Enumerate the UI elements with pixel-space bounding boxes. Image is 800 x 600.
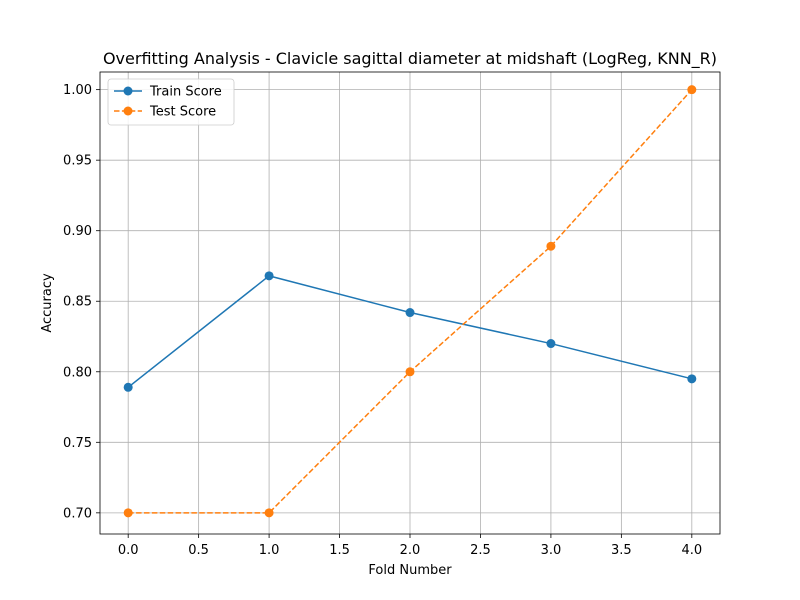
y-tick-label: 0.80	[63, 365, 92, 380]
x-tick-label: 3.5	[611, 543, 632, 558]
x-tick-label: 2.5	[470, 543, 491, 558]
y-tick-label: 0.90	[63, 224, 92, 239]
plot-frame	[99, 71, 721, 535]
train-score-point	[405, 308, 415, 318]
train-score-point	[264, 271, 274, 281]
series-layer	[123, 85, 697, 518]
y-tick-label: 0.85	[63, 295, 92, 310]
test-score-point	[687, 85, 697, 95]
y-tick-label: 0.95	[63, 154, 92, 169]
train-score-legend-marker	[123, 86, 133, 96]
test-score-point	[546, 241, 556, 251]
test-score-point	[264, 508, 274, 518]
train-score-legend-label: Train Score	[149, 85, 222, 100]
test-score-legend-label: Test Score	[149, 105, 216, 120]
test-score-point	[123, 508, 133, 518]
x-tick-label: 0.5	[188, 543, 209, 558]
y-axis-label: Accuracy	[40, 273, 55, 333]
test-score-legend-marker	[123, 106, 133, 116]
grid	[100, 72, 720, 534]
x-tick-label: 4.0	[681, 543, 702, 558]
legend: Train Score Test Score	[107, 78, 235, 126]
x-tick-label: 1.5	[329, 543, 350, 558]
y-tick-label: 1.00	[63, 83, 92, 98]
x-tick-label: 3.0	[541, 543, 562, 558]
x-tick-label: 1.0	[259, 543, 280, 558]
y-tick-label: 0.75	[63, 436, 92, 451]
train-score-point	[123, 382, 133, 392]
x-tick-label: 0.0	[118, 543, 139, 558]
chart-title: Overfitting Analysis - Clavicle sagittal…	[103, 49, 717, 69]
axes: 0.0 0.5 1.0 1.5 2.0 2.5 3.0 3.5 4.0 0.70 0.75 0.80 0…	[63, 71, 721, 558]
test-score-point	[405, 367, 415, 377]
train-score-point	[687, 374, 697, 384]
train-score-point	[546, 339, 556, 349]
x-tick-label: 2.0	[400, 543, 421, 558]
y-tick-label: 0.70	[63, 506, 92, 521]
x-axis-label: Fold Number	[368, 563, 452, 578]
